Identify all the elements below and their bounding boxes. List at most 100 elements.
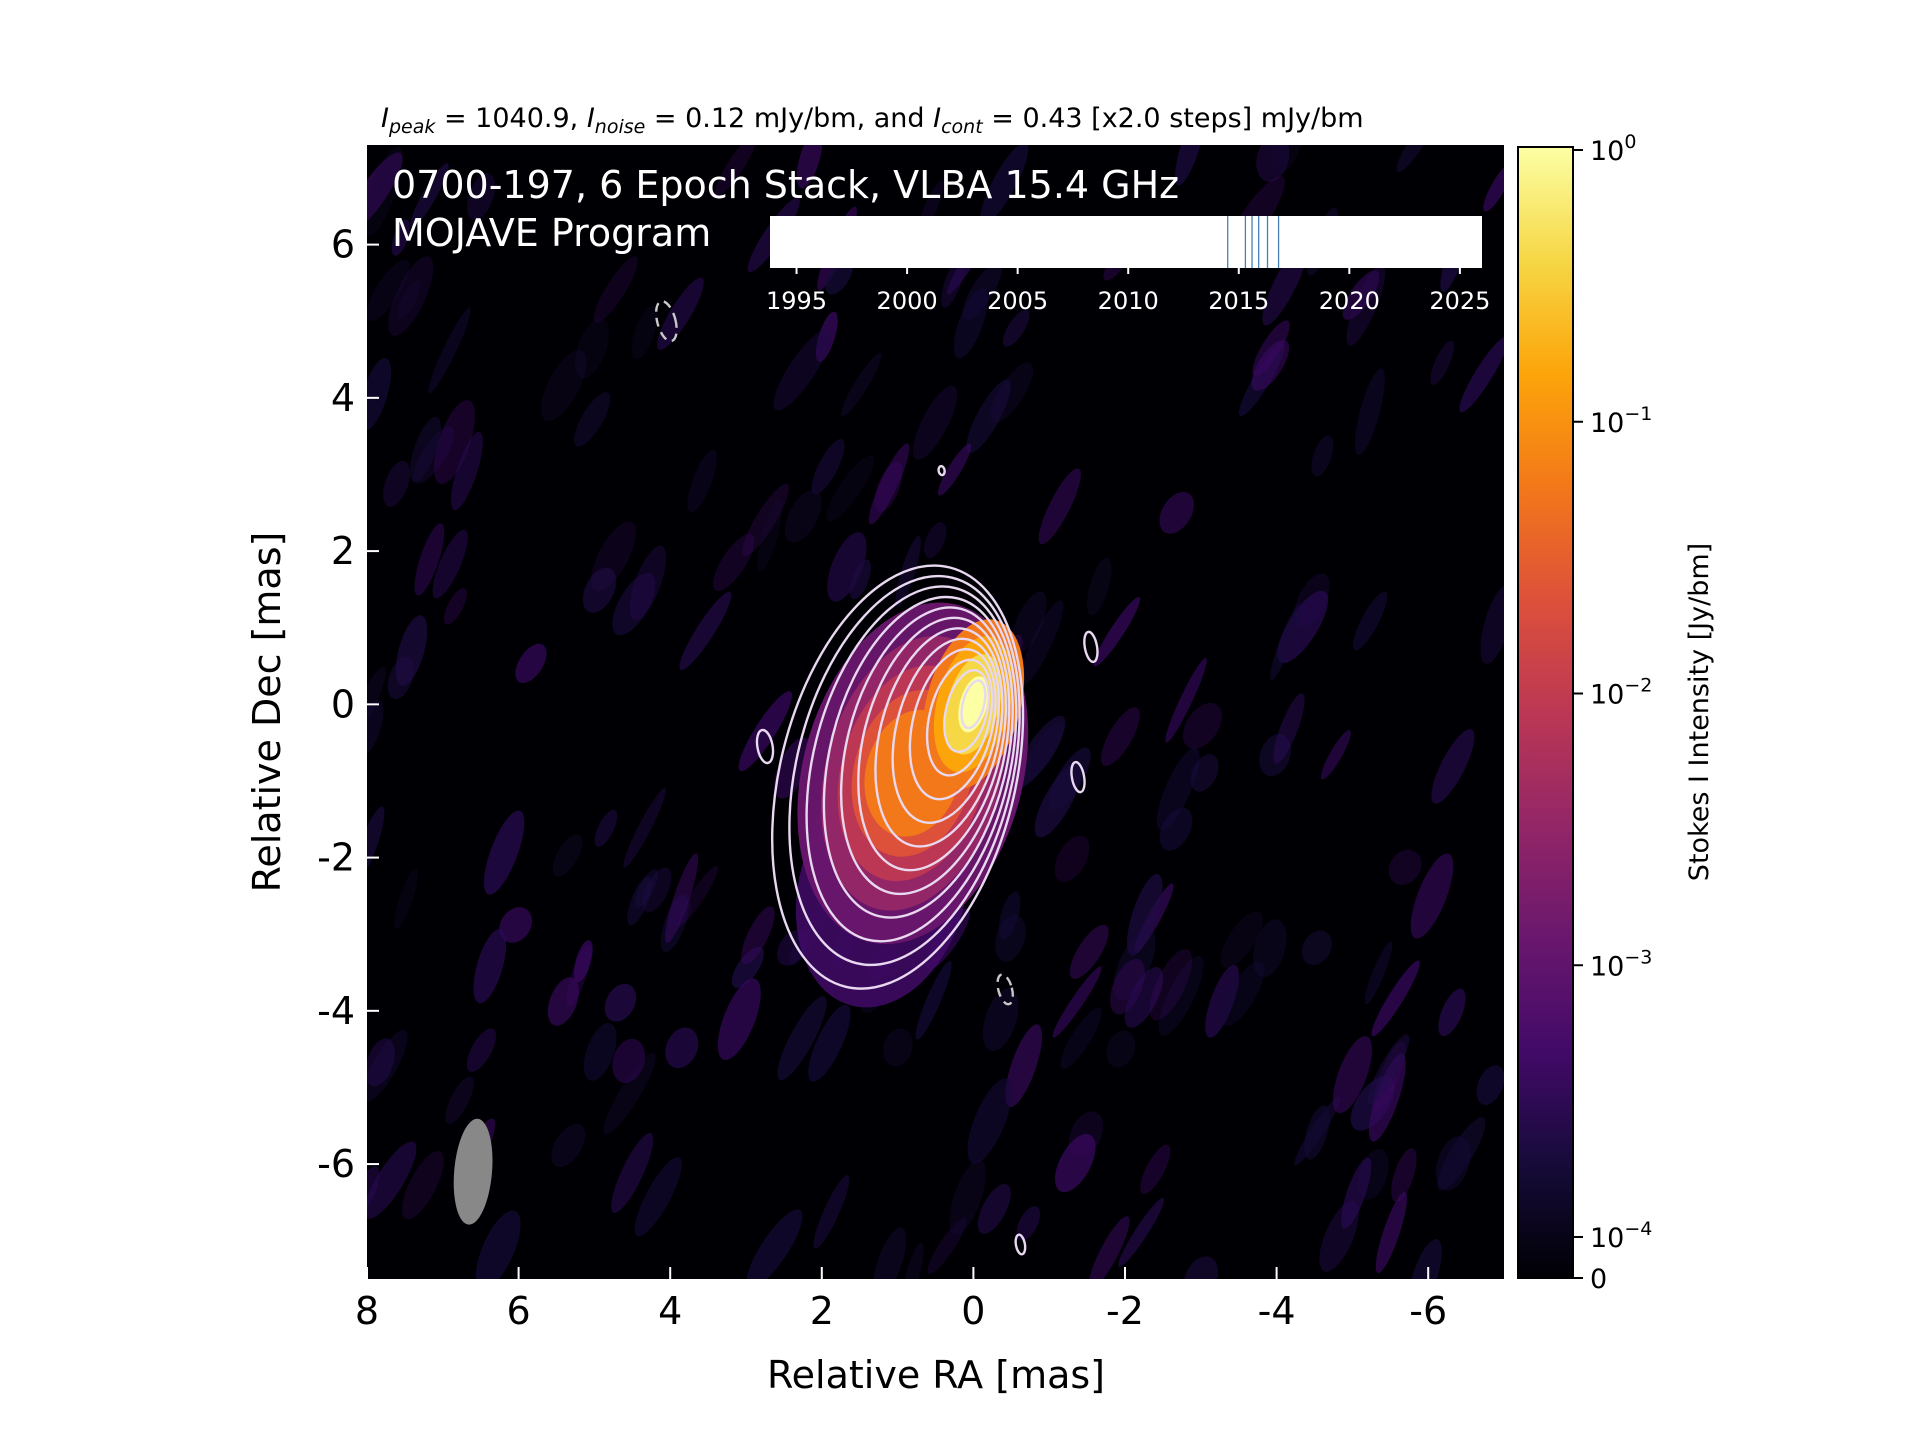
noise-speckle	[1304, 1105, 1330, 1160]
colorbar-label: Stokes I Intensity [Jy/bm]	[1684, 543, 1715, 881]
noise-speckle	[1252, 919, 1287, 978]
noise-speckle	[1438, 988, 1466, 1037]
noise-speckle	[1252, 320, 1290, 376]
x-tick-label: 6	[507, 1289, 531, 1333]
colorbar-tick-label: 10−3	[1590, 946, 1652, 982]
noise-speckle	[1205, 964, 1239, 1038]
negative-contour	[654, 300, 678, 343]
noise-speckle	[1127, 874, 1163, 956]
x-tick-label: 0	[961, 1289, 985, 1333]
noise-speckle	[1005, 1024, 1043, 1108]
noise-speckle	[410, 163, 449, 228]
y-tick-label: -2	[317, 836, 355, 880]
contour-island	[1070, 760, 1086, 794]
noise-speckle	[450, 431, 483, 511]
noise-speckle	[623, 787, 666, 868]
timeline-tick-label: 2000	[877, 287, 938, 315]
x-tick-label: 4	[658, 1289, 682, 1333]
noise-speckle	[677, 866, 718, 925]
x-tick-label: -4	[1258, 1289, 1296, 1333]
noise-speckle	[367, 146, 403, 237]
noise-speckle	[1294, 573, 1330, 627]
contour-level	[891, 637, 1001, 824]
noise-speckle	[367, 666, 386, 739]
noise-speckle	[1407, 1238, 1442, 1279]
overlay-title: 0700-197, 6 Epoch Stack, VLBA 15.4 GHz	[392, 163, 1179, 207]
contour-level	[943, 669, 990, 753]
noise-speckle	[473, 929, 507, 1004]
noise-speckle	[1165, 657, 1207, 743]
noise-speckle	[777, 996, 827, 1081]
timeline-tick-label: 2005	[987, 287, 1048, 315]
source-layer-ellipse	[958, 676, 989, 733]
noise-speckle	[1375, 1191, 1408, 1274]
epoch-timeline: 1995 2000 2005 2010 2015 2020 2025	[766, 216, 1490, 315]
noise-speckle	[757, 499, 783, 572]
noise-speckle	[1391, 1148, 1417, 1202]
noise-speckle	[826, 455, 874, 522]
timeline-tick-label: 1995	[766, 287, 827, 315]
noise-speckle	[1320, 730, 1351, 780]
noise-speckle	[1106, 1030, 1136, 1068]
contour-level	[805, 585, 1018, 943]
timeline-tick-label: 2015	[1208, 287, 1269, 315]
timeline-tick-label: 2010	[1098, 287, 1159, 315]
noise-speckle	[1190, 754, 1219, 792]
title-peak-sym: I	[381, 103, 389, 134]
noise-speckle	[1256, 145, 1290, 182]
timeline-box	[770, 216, 1482, 268]
y-axis-label: Relative Dec [mas]	[245, 532, 289, 893]
noise-speckle	[1086, 557, 1112, 616]
contour-level	[822, 595, 1014, 919]
noise-speckle	[582, 567, 617, 613]
title-noise-sub: noise	[595, 116, 646, 138]
noise-speckle	[515, 643, 547, 684]
noise-speckle	[1311, 435, 1334, 477]
contour-level	[788, 574, 1021, 967]
noise-speckle	[394, 868, 419, 929]
contour-lines	[755, 464, 1099, 1256]
title-peak-val: = 1040.9,	[435, 103, 586, 134]
noise-speckle	[1156, 747, 1200, 831]
noise-speckle	[731, 946, 764, 988]
colorbar-tick-label: 100	[1590, 131, 1636, 167]
noise-speckle	[401, 1151, 444, 1220]
noise-speckle	[815, 311, 838, 363]
contour-level	[960, 679, 987, 730]
contour-level	[839, 606, 1011, 896]
noise-speckle	[811, 438, 845, 495]
noise-speckle	[1118, 1197, 1165, 1267]
noise-speckle	[903, 1242, 924, 1279]
timeline-tick-label: 2025	[1429, 287, 1490, 315]
noise-speckle	[1371, 960, 1420, 1037]
noise-speckle	[1159, 491, 1194, 534]
y-axis-ticks: 6 4 2 0 -2 -4 -6	[317, 223, 379, 1186]
noise-speckle	[1341, 1157, 1372, 1229]
timeline-epoch-lines	[1227, 216, 1280, 268]
contour-island	[1083, 630, 1099, 664]
noise-speckle	[414, 523, 445, 596]
noise-speckle	[367, 700, 384, 757]
noise-speckle	[1140, 1144, 1171, 1194]
noise-speckle	[1100, 707, 1140, 766]
noise-speckle	[784, 489, 822, 543]
noise-speckle	[1182, 703, 1222, 749]
noise-speckle	[367, 145, 1504, 1279]
colorbar-ticks: 100 10−1 10−2 10−3 10−4 0	[1573, 131, 1652, 1295]
noise-speckle	[840, 353, 882, 417]
noise-speckle	[773, 329, 831, 411]
noise-speckle	[1346, 264, 1386, 346]
noise-speckle	[1483, 163, 1504, 212]
y-tick-label: 2	[331, 529, 355, 573]
title-cont-sym: I	[933, 103, 941, 134]
noise-speckle	[574, 318, 610, 379]
noise-speckle	[924, 522, 947, 558]
title-noise-sym: I	[587, 103, 595, 134]
noise-speckle	[1089, 1216, 1130, 1279]
noise-speckle	[1093, 597, 1141, 667]
noise-speckle	[541, 350, 587, 421]
noise-speckle	[1410, 853, 1454, 939]
noise-speckle	[611, 1133, 654, 1213]
noise-speckle	[1124, 967, 1164, 1028]
noise-speckle	[1364, 941, 1393, 1005]
